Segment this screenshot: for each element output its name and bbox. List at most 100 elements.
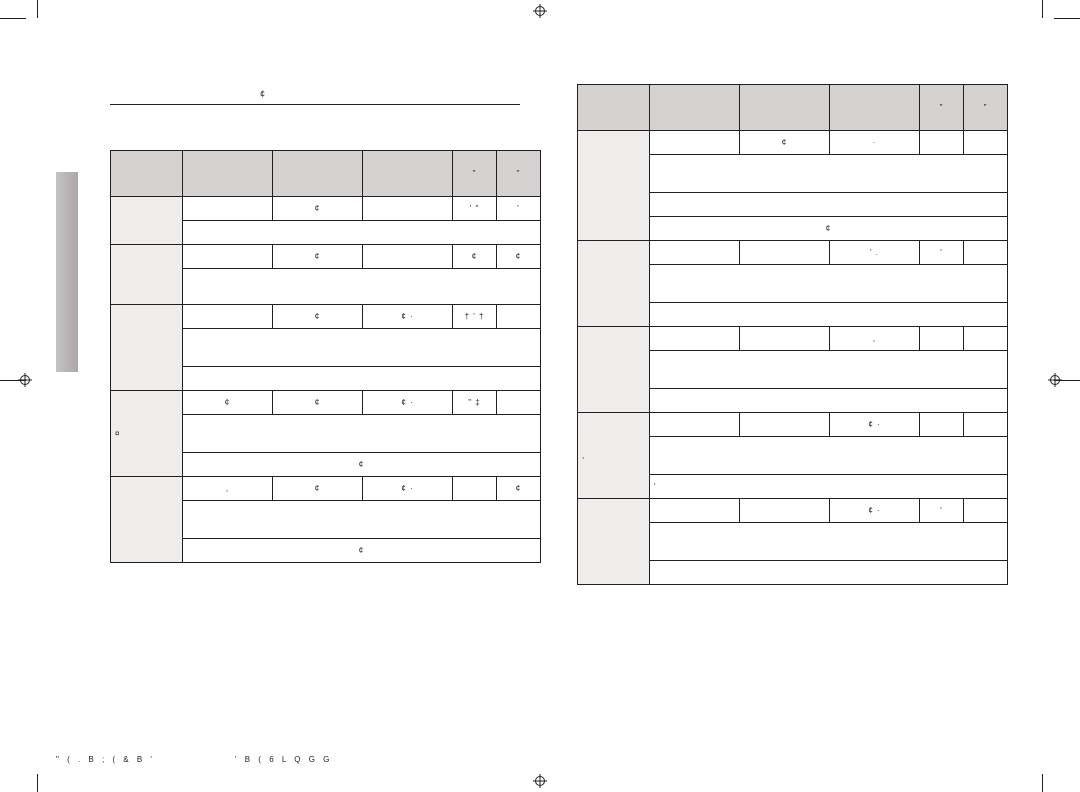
table-header-cell: " (453, 151, 497, 197)
table-note-cell (650, 523, 1008, 561)
crop-mark (1042, 774, 1043, 792)
table-header-cell: " (920, 85, 964, 131)
table-cell: ' . (830, 241, 920, 265)
chapter-tab (56, 172, 78, 372)
crop-mark (37, 0, 38, 18)
table-note-cell (183, 329, 541, 367)
table-group-cell (578, 327, 650, 413)
table-cell (920, 327, 964, 351)
registration-mark-icon (18, 373, 32, 387)
table-cell: ¢ (273, 477, 363, 501)
content-columns: ""¢' "'¢¢¢¢¢ ·† ' †¤¢¢¢ ·" ‡¢,¢¢ ·¢¢ ""¢… (110, 84, 1008, 680)
table-cell (650, 327, 740, 351)
table-header-cell (273, 151, 363, 197)
table-header-cell (650, 85, 740, 131)
table-cell: ' " (453, 197, 497, 221)
table-cell: ¢ · (363, 477, 453, 501)
table-header-cell (183, 151, 273, 197)
table-note-cell: ¢ (650, 217, 1008, 241)
table-header-cell (578, 85, 650, 131)
table-note-cell (650, 193, 1008, 217)
right-table-container: ""¢·¢' .',,¢ ·'¢ ·' (577, 84, 1008, 585)
table-note-cell (650, 351, 1008, 389)
table-cell: ¢ (183, 391, 273, 415)
table-cell (497, 391, 541, 415)
table-cell: ¢ · (363, 391, 453, 415)
table-group-cell (111, 197, 183, 245)
table-cell: ¢ · (830, 499, 920, 523)
table-header-cell: " (497, 151, 541, 197)
table-cell: ¢ (273, 305, 363, 329)
table-row: ,¢¢ ·¢ (111, 477, 541, 501)
table-note-cell (183, 501, 541, 539)
table-note-cell: ¢ (183, 539, 541, 563)
table-cell (650, 131, 740, 155)
table-header-cell (363, 151, 453, 197)
table-cell: ¢ (273, 391, 363, 415)
table-cell: ' (497, 197, 541, 221)
table-cell: ¢ · (363, 305, 453, 329)
left-table-container: ""¢' "'¢¢¢¢¢ ·† ' †¤¢¢¢ ·" ‡¢,¢¢ ·¢¢ (110, 150, 541, 563)
table-cell (183, 305, 273, 329)
table-group-cell (111, 477, 183, 563)
table-cell: ¢ (273, 197, 363, 221)
table-cell: · (830, 131, 920, 155)
table-cell (740, 327, 830, 351)
table-row: ¤¢¢¢ ·" ‡ (111, 391, 541, 415)
table-row: ,¢ · (578, 413, 1008, 437)
registration-mark-icon (533, 4, 547, 18)
table-cell (740, 241, 830, 265)
table-note-cell (650, 265, 1008, 303)
registration-mark-icon (533, 774, 547, 788)
table-row: , (578, 327, 1008, 351)
table-cell (964, 131, 1008, 155)
table-group-cell (578, 131, 650, 241)
table-cell (964, 413, 1008, 437)
table-cell (363, 197, 453, 221)
table-group-cell (578, 241, 650, 327)
table-cell: ¢ (273, 245, 363, 269)
right-column: ""¢·¢' .',,¢ ·'¢ ·' (577, 84, 1008, 680)
table-note-cell (183, 415, 541, 453)
table-note-cell: ¢ (183, 453, 541, 477)
table-header-cell (830, 85, 920, 131)
table-row: ¢ ·' (578, 499, 1008, 523)
table-cell (183, 245, 273, 269)
footer-code-left: " ( . B ; ( & B ' (56, 755, 155, 764)
table-note-cell (183, 221, 541, 245)
table-cell (650, 413, 740, 437)
table-row: ¢¢¢ (111, 245, 541, 269)
table-group-cell (111, 305, 183, 391)
table-note-cell (183, 269, 541, 305)
footer-code-right: ' B ( 6 L Q G G (235, 755, 332, 764)
table-row: ' .' (578, 241, 1008, 265)
left-column: ""¢' "'¢¢¢¢¢ ·† ' †¤¢¢¢ ·" ‡¢,¢¢ ·¢¢ (110, 84, 541, 680)
table-cell (740, 413, 830, 437)
table-row: ¢· (578, 131, 1008, 155)
table-cell (920, 413, 964, 437)
table-note-cell (650, 561, 1008, 585)
table-header-cell: " (964, 85, 1008, 131)
table-cell: ¢ (497, 477, 541, 501)
table-cell: ' (920, 499, 964, 523)
crop-mark (1042, 0, 1043, 18)
right-table: ""¢·¢' .',,¢ ·'¢ ·' (577, 84, 1008, 585)
table-row: ¢¢ ·† ' † (111, 305, 541, 329)
table-note-cell (650, 155, 1008, 193)
table-cell (964, 499, 1008, 523)
table-note-cell (650, 303, 1008, 327)
registration-mark-icon (1048, 373, 1062, 387)
table-cell (183, 197, 273, 221)
table-cell (740, 499, 830, 523)
table-group-cell (111, 245, 183, 305)
table-cell: ¢ (453, 245, 497, 269)
table-group-cell: ¤ (111, 391, 183, 477)
table-header-cell (740, 85, 830, 131)
table-cell: ¢ (740, 131, 830, 155)
table-cell: , (830, 327, 920, 351)
table-note-cell: ' (650, 475, 1008, 499)
table-cell (920, 131, 964, 155)
table-note-cell (183, 367, 541, 391)
table-cell (497, 305, 541, 329)
table-note-cell (650, 389, 1008, 413)
